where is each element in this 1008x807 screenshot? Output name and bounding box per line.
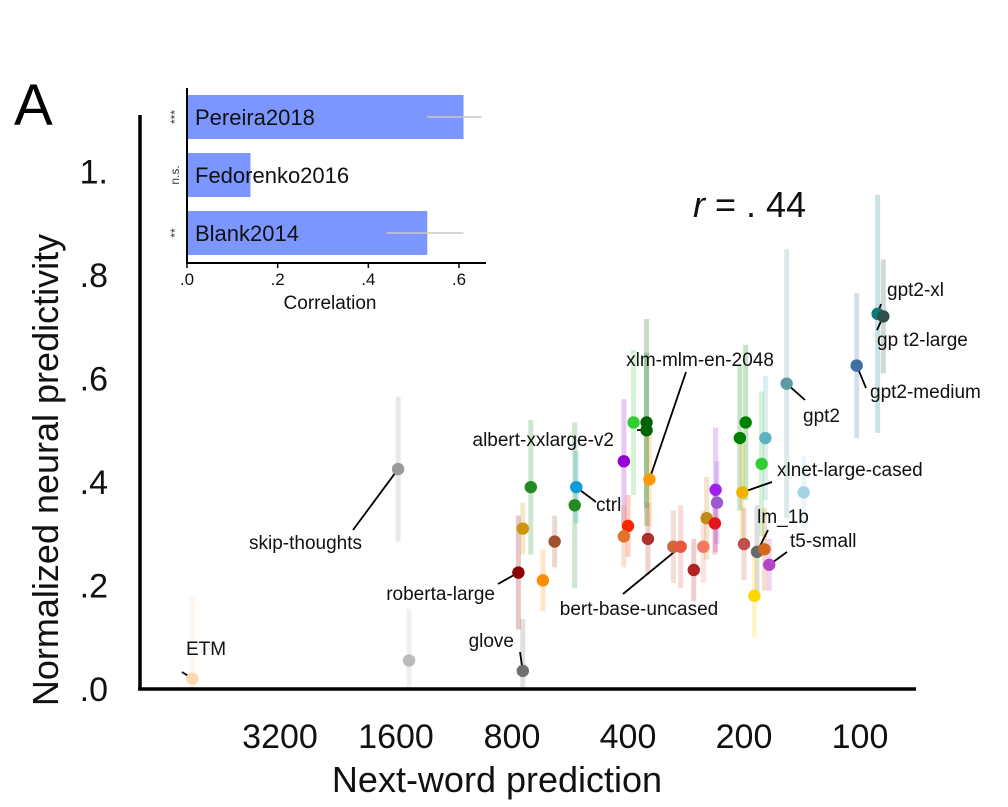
- point-label-xlm-mlm-en-2048: xlm-mlm-en-2048: [626, 350, 774, 371]
- data-point-38: [797, 486, 810, 499]
- correlation-value: = . 44: [705, 184, 806, 225]
- data-point-17: [641, 532, 655, 546]
- data-point-6: [516, 522, 530, 535]
- x-tick-labels: 3200 1600 800 400 200 100: [242, 718, 888, 756]
- point-label-bert-base-uncased: bert-base-uncased: [560, 599, 718, 620]
- inset-tick-label: .4: [361, 270, 375, 289]
- leader-xlm-mlm-en-2048: [648, 371, 687, 480]
- y-tick-labels: .0 .2 .4 .6 .8 1.: [80, 154, 108, 710]
- panel-letter: A: [14, 73, 53, 138]
- correlation-r: r: [693, 184, 707, 225]
- inset-sig-fedorenko2016: n.s.: [168, 165, 182, 184]
- leader-skip-thoughts: [352, 468, 399, 531]
- data-point-28: [739, 416, 752, 429]
- data-point-t5-small: [763, 558, 776, 571]
- x-tick-label: 1600: [358, 718, 434, 756]
- point-label-etm: ETM: [186, 639, 226, 660]
- point-label-albert-xxlarge-v2: albert-xxlarge-v2: [473, 430, 615, 451]
- data-point-10: [568, 499, 581, 512]
- x-tick-label: 200: [716, 718, 773, 756]
- x-tick-label: 800: [484, 718, 541, 756]
- data-point-glove: [516, 664, 530, 678]
- x-tick-label: 100: [832, 718, 889, 756]
- inset-bar-fedorenko2016: [187, 153, 251, 197]
- inset-bars: Pereira2018 *** Fedorenko2016 n.s. Blank2014…: [168, 95, 482, 255]
- inset-sig-pereira2018: ***: [168, 110, 182, 124]
- point-label-xlnet-large-cased: xlnet-large-cased: [777, 460, 923, 481]
- data-point-12: [621, 519, 635, 533]
- data-point-xlnet-large-cased: [736, 486, 749, 499]
- x-tick-label: 3200: [242, 718, 318, 756]
- point-label-ctrl: ctrl: [596, 495, 621, 516]
- point-label-glove: glove: [469, 631, 514, 652]
- data-points: [186, 307, 890, 685]
- point-label-roberta-large: roberta-large: [386, 584, 495, 605]
- data-point-24: [708, 517, 722, 530]
- data-point-roberta-large: [512, 566, 525, 579]
- inset-tick-label: .2: [271, 270, 285, 289]
- inset-x-ticks: .0 .2 .4 .6: [180, 263, 466, 289]
- scatter-chart: ETM glove skip-thoughts roberta-large ctrl al…: [25, 115, 981, 800]
- data-point-26: [710, 496, 724, 509]
- data-point-ctrl: [570, 480, 583, 494]
- point-label-gpt2-medium: gpt2-medium: [870, 382, 981, 403]
- point-label-gpt2: gpt2: [803, 406, 840, 427]
- data-point-35: [748, 589, 761, 603]
- inset-bar-label-blank2014: Blank2014: [195, 221, 299, 246]
- data-point-gp-t2-large: [877, 310, 890, 323]
- y-axis-label: Normalized neural predictivity: [25, 234, 66, 706]
- data-point-32: [755, 457, 768, 471]
- inset-x-axis-label: Correlation: [284, 293, 377, 314]
- inset-bar-chart: Pereira2018 *** Fedorenko2016 n.s. Blank2014…: [168, 88, 486, 314]
- data-point-gpt2-medium: [850, 359, 863, 372]
- inset-bar-label-pereira2018: Pereira2018: [195, 105, 315, 130]
- data-point-1: [402, 654, 416, 667]
- data-point-skip-thoughts: [391, 462, 405, 476]
- data-point-gpt2: [780, 377, 793, 390]
- inset-tick-label: .6: [452, 270, 466, 289]
- data-point-34: [758, 543, 771, 556]
- point-label-t5-small: t5-small: [790, 531, 857, 552]
- inset-bar-pereira2018: [187, 95, 464, 139]
- data-point-22: [697, 540, 710, 553]
- data-point-11: [617, 455, 631, 468]
- x-tick-label: 400: [600, 718, 657, 756]
- inset-bar-label-fedorenko2016: Fedorenko2016: [195, 163, 349, 188]
- point-annotations: ETM glove skip-thoughts roberta-large ctrl al…: [186, 280, 981, 660]
- y-tick-label: 1.: [80, 154, 108, 192]
- y-tick-label: .2: [80, 568, 108, 606]
- y-tick-label: .0: [80, 671, 108, 709]
- point-label-skip-thoughts: skip-thoughts: [249, 533, 362, 554]
- data-point-13: [617, 530, 631, 543]
- inset-tick-label: .0: [180, 270, 194, 289]
- data-point-33: [759, 431, 772, 445]
- y-tick-label: .8: [80, 257, 108, 295]
- data-point-21: [687, 563, 700, 577]
- data-point-bert-base-uncased: [674, 540, 687, 553]
- data-point-7: [524, 480, 537, 494]
- inset-sig-blank2014: **: [168, 228, 182, 238]
- data-point-25: [709, 483, 722, 496]
- data-point-30: [737, 537, 751, 551]
- point-label-gp-t2-large: gp t2-large: [877, 330, 968, 351]
- data-point-14: [627, 416, 640, 429]
- point-label-lm-1b: lm_1b: [757, 507, 809, 528]
- data-point-5: [536, 574, 550, 587]
- y-tick-label: .6: [80, 361, 108, 399]
- leader-bert-base-uncased: [622, 545, 682, 595]
- y-tick-label: .4: [80, 464, 108, 502]
- data-point-16: [640, 416, 653, 429]
- data-point-etm: [186, 672, 199, 685]
- data-point-27: [733, 431, 747, 445]
- data-point-xlm-mlm-en-2048: [643, 473, 656, 486]
- data-point-8: [548, 535, 561, 548]
- point-label-gpt2-xl: gpt2-xl: [887, 280, 944, 301]
- x-axis-label: Next-word prediction: [332, 759, 662, 800]
- correlation-stat: r = . 44: [693, 184, 806, 225]
